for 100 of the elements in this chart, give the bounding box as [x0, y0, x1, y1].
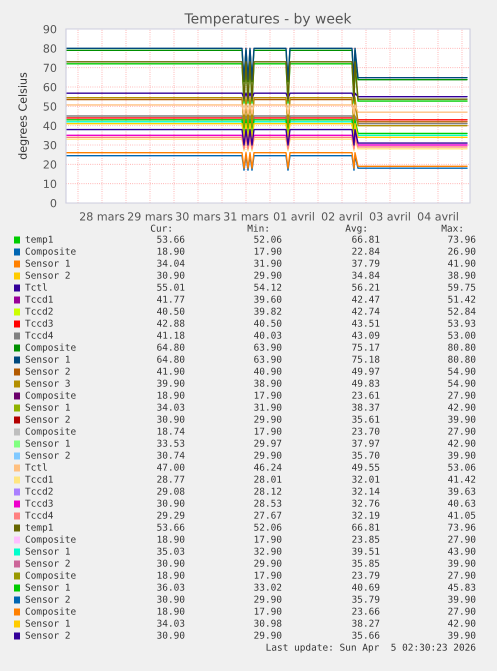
text: 34.03: [157, 404, 184, 411]
text: 35.66: [352, 632, 380, 639]
text: 43.09: [352, 332, 380, 339]
text: 23.70: [352, 428, 380, 435]
text: 49.55: [352, 464, 380, 471]
text: 54.90: [448, 368, 476, 375]
text: 41.90: [157, 368, 184, 375]
text: 42.47: [352, 296, 380, 303]
text: 41.90: [448, 260, 476, 267]
text: 80.80: [448, 356, 476, 363]
text: 32.01: [352, 476, 380, 483]
text: 29.29: [157, 512, 184, 519]
text: 18.74: [158, 428, 185, 435]
text: 52.06: [254, 236, 282, 243]
text: 42.74: [352, 308, 380, 315]
text: 18.90: [158, 608, 184, 615]
text: 46.24: [254, 464, 282, 471]
y-tick-label: 0: [50, 198, 56, 208]
x-tick-label: 04 avril: [418, 212, 458, 221]
text: 36.03: [157, 584, 184, 591]
text: 18.90: [158, 248, 184, 255]
text: 45.83: [448, 584, 476, 591]
legend-label: Tccd3: [25, 499, 53, 507]
text: 30.90: [157, 416, 184, 423]
text: 29.90: [254, 272, 282, 279]
text: 52.84: [448, 308, 476, 315]
legend-label: Sensor 1: [26, 404, 70, 411]
legend-label: Composite: [26, 607, 76, 617]
legend-label: Tccd2: [25, 307, 53, 315]
text: 17.90: [254, 572, 282, 579]
text: 33.53: [157, 440, 184, 447]
text: 17.90: [254, 536, 282, 543]
text: 28.77: [157, 476, 184, 483]
text: 27.90: [448, 536, 476, 543]
text: 43.51: [352, 320, 380, 327]
text: Min:: [248, 224, 268, 232]
text: 35.79: [352, 596, 380, 603]
y-tick-label: 80: [44, 44, 56, 53]
text: 49.83: [352, 380, 380, 387]
text: 53.66: [157, 524, 184, 531]
text: Max:: [442, 224, 462, 232]
text: 30.98: [254, 620, 282, 627]
text: 39.63: [448, 488, 476, 495]
text: 32.19: [352, 512, 380, 519]
legend-label: Sensor 2: [26, 596, 70, 603]
x-tick-label: 01 avril: [274, 212, 314, 221]
text: 35.61: [352, 416, 380, 423]
legend-label: Tccd4: [25, 511, 53, 519]
text: 29.90: [254, 416, 282, 423]
x-tick-label: 29 mars: [128, 212, 172, 221]
text: 54.90: [448, 380, 476, 387]
text: Last update: Sun Apr 5 02:30:23 2026: [266, 643, 476, 653]
text: 53.00: [448, 332, 476, 339]
text: 53.66: [157, 236, 184, 243]
legend-label: Sensor 1: [26, 620, 70, 627]
text: 39.90: [448, 560, 476, 567]
legend-label: Sensor 2: [26, 368, 70, 375]
legend-label: Tccd1: [25, 475, 53, 483]
text: 37.79: [352, 260, 380, 267]
text: 75.17: [352, 344, 380, 351]
legend-label: Tccd4: [25, 331, 53, 339]
text: 39.82: [254, 308, 282, 315]
chart-title: Temperatures - by week: [184, 12, 352, 26]
text: 27.90: [448, 428, 476, 435]
legend-label: temp1: [26, 524, 53, 533]
text: 29.90: [254, 632, 282, 639]
text: 42.90: [448, 620, 476, 627]
text: 27.67: [254, 512, 282, 519]
legend-label: Sensor 2: [26, 272, 70, 279]
text: 28.01: [254, 476, 282, 483]
text: 26.90: [448, 248, 476, 255]
legend-label: Composite: [26, 571, 76, 581]
y-tick-label: 90: [44, 24, 56, 34]
text: 35.70: [352, 452, 380, 459]
legend-label: Sensor 1: [26, 260, 70, 267]
text: 47.00: [157, 464, 184, 471]
legend-label: Tccd2: [25, 487, 53, 495]
text: 30.90: [157, 596, 184, 603]
text: 64.80: [157, 356, 184, 363]
text: 39.60: [254, 296, 282, 303]
legend-label: Tctl: [25, 463, 47, 471]
text: 34.03: [157, 620, 184, 627]
text: 27.90: [448, 608, 476, 615]
text: 30.90: [157, 632, 184, 639]
text: 39.51: [352, 548, 380, 555]
text: 38.90: [254, 380, 282, 387]
text: 29.90: [254, 452, 282, 459]
text: Avg:: [345, 224, 366, 234]
text: 75.18: [352, 356, 380, 363]
text: 52.06: [254, 524, 282, 531]
text: 42.90: [448, 440, 476, 447]
text: 23.79: [352, 572, 380, 579]
text: 73.96: [448, 524, 476, 531]
text: 35.03: [157, 548, 184, 555]
text: 27.90: [448, 572, 476, 579]
text: 17.90: [254, 248, 282, 255]
text: 39.90: [157, 380, 184, 387]
text: 18.90: [158, 572, 184, 579]
x-tick-label: 30 mars: [176, 212, 220, 221]
text: 80.80: [448, 344, 476, 351]
